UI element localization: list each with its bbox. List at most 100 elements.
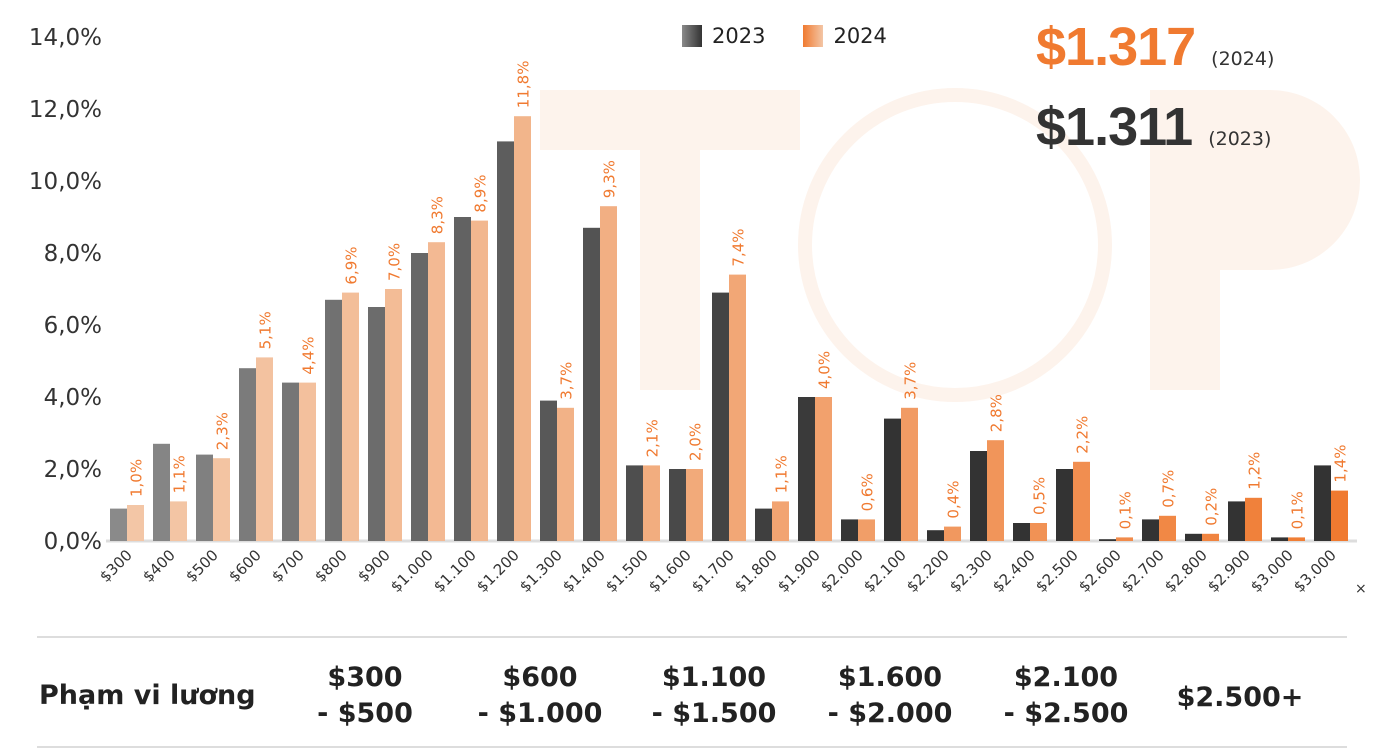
salary-range: $2.500+ [1176, 682, 1304, 713]
bar-2024 [428, 242, 445, 541]
legend-swatch-2024 [803, 25, 824, 47]
x-tick-label: $2.800 [1161, 546, 1211, 596]
bar-2023 [1185, 533, 1202, 541]
x-tick-label: $600 [225, 546, 265, 586]
bar-2024 [686, 469, 703, 541]
bar-2023 [540, 400, 557, 541]
bar-2024 [471, 220, 488, 541]
legend-label: 2023 [712, 24, 766, 48]
bar-chart: 0,0% 2,0% 4,0% 6,0% 8,0% 10,0% 12,0% 14,0% 1,0% $… [29, 25, 1367, 597]
salary-range: $300 - $500 [317, 662, 413, 729]
data-label-2024: 2,2% [1074, 416, 1092, 454]
average-2023: $1.311 (2023) [1036, 96, 1271, 158]
legend-item-2024: 2024 [803, 24, 887, 48]
data-label-2024: 0,2% [1203, 488, 1221, 526]
x-tick-label: $2.600 [1075, 546, 1125, 596]
bar-2023 [1228, 501, 1245, 541]
average-2024: $1.317 (2024) [1036, 16, 1274, 78]
data-label-2024: 1,1% [171, 455, 189, 493]
bar-2024 [772, 501, 789, 541]
bar-2024 [514, 116, 531, 541]
bar-2023 [1056, 469, 1073, 541]
x-tick-label: $2.400 [989, 546, 1039, 596]
x-tick-label: $900 [354, 546, 394, 586]
salary-range: $1.600 - $2.000 [827, 662, 953, 729]
data-label-2024: 0,1% [1289, 491, 1307, 529]
data-label-2024: 6,9% [343, 246, 361, 284]
bar-2023 [1314, 465, 1331, 541]
data-label-2024: 5,1% [257, 311, 275, 349]
x-tick-label: $3.000 [1247, 546, 1297, 596]
bar-2023 [368, 307, 385, 541]
bar-2023 [239, 368, 256, 541]
x-tick-label: $2.100 [860, 546, 910, 596]
salary-range: $1.100 - $1.500 [651, 662, 777, 729]
bar-2023 [712, 292, 729, 541]
x-tick-label: $1.200 [473, 546, 523, 596]
x-tick-label: $2.700 [1118, 546, 1168, 596]
legend-swatch-2023 [682, 25, 702, 47]
bar-2024 [213, 458, 230, 541]
bar-2023 [755, 508, 772, 541]
bar-2024 [299, 382, 316, 541]
x-tick-label: $1.600 [645, 546, 695, 596]
salary-range-label: Phạm vi lương [39, 680, 256, 711]
x-tick-label: $1.900 [774, 546, 824, 596]
bar-2024 [342, 292, 359, 541]
data-label-2024: 1,4% [1332, 444, 1350, 482]
data-label-2024: 2,0% [687, 423, 705, 461]
bar-2023 [1142, 519, 1159, 541]
data-label-2024: 3,7% [902, 362, 920, 400]
salary-range: $2.100 - $2.500 [1003, 662, 1129, 729]
bar-2024 [1288, 537, 1305, 541]
x-tick-label: $1.300 [516, 546, 566, 596]
average-year: (2023) [1208, 128, 1272, 150]
data-label-2024: 3,7% [558, 362, 576, 400]
bar-2024 [643, 465, 660, 541]
data-label-2024: 0,4% [945, 480, 963, 518]
data-label-2024: 0,5% [1031, 477, 1049, 515]
bar-2023 [1271, 537, 1288, 541]
bar-2023 [325, 299, 342, 541]
x-tick-label: $500 [182, 546, 222, 586]
bar-2024 [901, 407, 918, 541]
data-label-2024: 4,0% [816, 351, 834, 389]
bar-2024 [256, 357, 273, 541]
watermark-logo [540, 88, 1360, 402]
data-label-2024: 8,9% [472, 174, 490, 212]
bar-2024 [858, 519, 875, 541]
x-tick-label: $2.000 [817, 546, 867, 596]
x-tick-label: $800 [311, 546, 351, 586]
y-tick-label: 6,0% [44, 313, 102, 339]
data-label-2024: 11,8% [515, 61, 533, 109]
x-tick-label: $1.700 [688, 546, 738, 596]
data-label-2024: 2,3% [214, 412, 232, 450]
x-tick-label: $3.000 [1290, 546, 1340, 596]
bar-2024 [557, 407, 574, 541]
bar-2023 [110, 508, 127, 541]
data-label-2024: 9,3% [601, 160, 619, 198]
x-tick-label: $1.800 [731, 546, 781, 596]
data-label-2024: 0,1% [1117, 491, 1135, 529]
data-label-2024: 1,2% [1246, 452, 1264, 490]
data-label-2024: 0,7% [1160, 470, 1178, 508]
y-tick-label: 0,0% [44, 529, 102, 555]
average-value: $1.311 [1036, 97, 1193, 157]
bar-2024 [987, 440, 1004, 541]
legend: 2023 2024 [682, 24, 887, 48]
x-tick-label: $2.200 [903, 546, 953, 596]
bar-2024 [1116, 537, 1133, 541]
bar-2024 [385, 289, 402, 541]
bar-2023 [798, 397, 815, 541]
x-tick-label: $2.500 [1032, 546, 1082, 596]
bar-2023 [153, 443, 170, 541]
average-year: (2024) [1211, 48, 1275, 70]
watermark-letter-o-shape [798, 88, 1112, 402]
data-label-2024: 1,1% [773, 455, 791, 493]
bar-2024 [1159, 515, 1176, 541]
bar-2024 [1073, 461, 1090, 541]
x-tick-label: $300 [96, 546, 136, 586]
y-tick-label: 14,0% [29, 25, 102, 51]
data-label-2024: 4,4% [300, 336, 318, 374]
bar-2024 [1030, 523, 1047, 541]
